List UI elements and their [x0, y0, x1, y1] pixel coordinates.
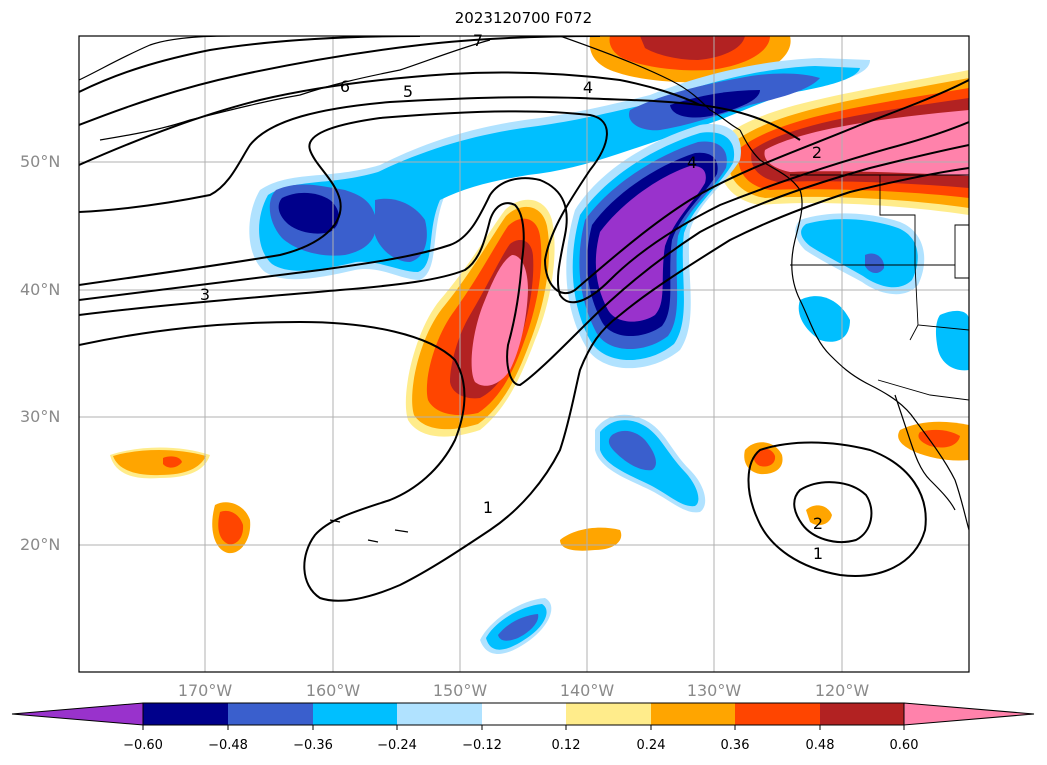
colorbar-extend-low — [11, 702, 144, 726]
contour-label: 1 — [813, 544, 823, 563]
contour-lines — [79, 36, 969, 602]
colorbar-tick-label: −0.60 — [123, 738, 163, 753]
colorbar-bin — [482, 703, 566, 725]
colorbar-tick-label: −0.48 — [208, 738, 248, 753]
colorbar-extend-high — [903, 702, 1035, 726]
colorbar-tick-label: 0.48 — [805, 738, 835, 753]
contour-label: 4 — [583, 78, 593, 97]
isolated-features — [110, 213, 969, 654]
lon-label: 130°W — [686, 681, 742, 700]
contour-label: 5 — [403, 82, 413, 101]
contour-label-group: 7 6 5 4 4 3 2 1 2 1 — [200, 31, 823, 563]
colorbar-tick-label: 0.24 — [636, 738, 666, 753]
coastlines — [79, 36, 969, 543]
lat-label: 30°N — [20, 407, 61, 426]
positive-ridge-central — [405, 199, 555, 437]
colorbar-tick-label: 0.60 — [889, 738, 919, 753]
lat-label: 20°N — [20, 535, 61, 554]
colorbar-bin — [143, 703, 228, 725]
graticule — [79, 36, 969, 672]
colorbar-bin — [651, 703, 735, 725]
lon-label: 160°W — [305, 681, 361, 700]
contour-label: 2 — [812, 143, 822, 162]
lon-label: 120°W — [814, 681, 870, 700]
lat-label: 50°N — [20, 152, 61, 171]
lon-label: 140°W — [559, 681, 615, 700]
lon-label: 150°W — [432, 681, 488, 700]
colorbar-bin — [397, 703, 482, 725]
contour-label: 7 — [473, 31, 483, 50]
map-title: 2023120700 F072 — [454, 9, 593, 27]
colorbar-bin — [313, 703, 397, 725]
colorbar-frame — [142, 702, 905, 726]
borders — [790, 174, 969, 401]
colorbar-bin — [735, 703, 820, 725]
colorbar-bin — [820, 703, 904, 725]
contour-label: 3 — [200, 285, 210, 304]
contour-label: 4 — [687, 153, 697, 172]
lat-label: 40°N — [20, 280, 61, 299]
colorbar-tick-label: −0.12 — [462, 738, 502, 753]
lon-label: 170°W — [177, 681, 233, 700]
contour-label: 1 — [483, 498, 493, 517]
colorbar-bin — [566, 703, 651, 725]
shaded-field — [110, 36, 969, 654]
colorbar-tick-label: 0.36 — [720, 738, 750, 753]
map-frame — [78, 35, 970, 673]
colorbar-tick-label: −0.36 — [293, 738, 333, 753]
colorbar-bin — [228, 703, 313, 725]
colorbar — [11, 702, 1035, 730]
colorbar-tick-label: 0.12 — [551, 738, 581, 753]
colorbar-tick-label: −0.24 — [377, 738, 417, 753]
contour-label: 2 — [813, 514, 823, 533]
contour-label: 6 — [340, 77, 350, 96]
